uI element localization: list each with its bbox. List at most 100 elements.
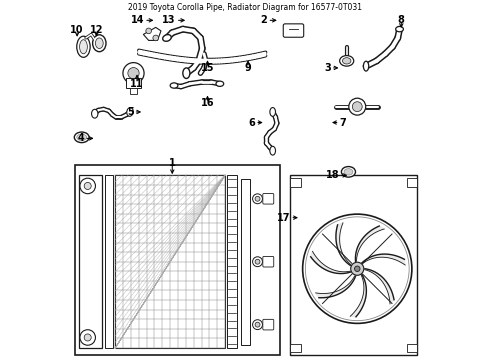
Circle shape xyxy=(252,320,262,329)
Polygon shape xyxy=(195,59,198,63)
Text: 9: 9 xyxy=(244,63,251,73)
Polygon shape xyxy=(162,55,164,59)
Bar xyxy=(290,175,416,355)
Polygon shape xyxy=(183,58,185,62)
Ellipse shape xyxy=(342,58,350,64)
Ellipse shape xyxy=(216,81,223,86)
Circle shape xyxy=(153,35,158,41)
Bar xyxy=(290,178,300,186)
Polygon shape xyxy=(175,57,177,61)
Polygon shape xyxy=(203,59,205,63)
Ellipse shape xyxy=(348,98,365,115)
Circle shape xyxy=(255,322,260,327)
Ellipse shape xyxy=(352,102,362,112)
Text: 14: 14 xyxy=(130,15,144,25)
Polygon shape xyxy=(231,58,234,62)
Bar xyxy=(75,165,279,355)
Ellipse shape xyxy=(126,108,133,116)
Polygon shape xyxy=(157,54,159,58)
Circle shape xyxy=(127,68,139,79)
Polygon shape xyxy=(226,59,229,62)
Polygon shape xyxy=(260,53,263,57)
Text: 1: 1 xyxy=(168,158,175,168)
Polygon shape xyxy=(143,27,161,40)
Text: 8: 8 xyxy=(397,15,404,25)
Polygon shape xyxy=(143,51,146,55)
Polygon shape xyxy=(177,57,180,61)
Polygon shape xyxy=(249,55,252,59)
Polygon shape xyxy=(242,57,244,60)
Polygon shape xyxy=(255,54,257,58)
Polygon shape xyxy=(310,251,350,274)
Polygon shape xyxy=(216,59,219,63)
Text: 10: 10 xyxy=(70,25,84,35)
Circle shape xyxy=(305,217,408,321)
Polygon shape xyxy=(257,53,260,58)
Polygon shape xyxy=(151,53,154,57)
Polygon shape xyxy=(263,52,265,57)
Circle shape xyxy=(302,214,411,323)
Polygon shape xyxy=(180,58,183,62)
Text: 13: 13 xyxy=(162,15,175,25)
Text: 2019 Toyota Corolla Pipe, Radiator Diagram for 16577-0T031: 2019 Toyota Corolla Pipe, Radiator Diagr… xyxy=(127,3,361,12)
Polygon shape xyxy=(364,269,393,304)
Polygon shape xyxy=(159,54,162,58)
Polygon shape xyxy=(219,59,221,63)
Text: 12: 12 xyxy=(90,25,103,35)
Bar xyxy=(226,175,236,348)
Polygon shape xyxy=(208,59,211,63)
Text: 16: 16 xyxy=(201,98,214,108)
Circle shape xyxy=(252,194,262,204)
Bar xyxy=(130,88,137,94)
Polygon shape xyxy=(149,52,151,57)
FancyBboxPatch shape xyxy=(262,193,273,204)
Ellipse shape xyxy=(269,108,275,116)
Polygon shape xyxy=(172,57,175,60)
Bar xyxy=(290,344,300,352)
Polygon shape xyxy=(361,254,405,265)
Text: 7: 7 xyxy=(339,117,346,127)
Text: 18: 18 xyxy=(325,170,339,180)
Ellipse shape xyxy=(163,35,171,41)
Ellipse shape xyxy=(91,109,98,118)
Polygon shape xyxy=(185,58,187,62)
Polygon shape xyxy=(198,59,201,63)
Ellipse shape xyxy=(77,134,86,140)
Polygon shape xyxy=(224,59,226,63)
Ellipse shape xyxy=(74,132,89,143)
Ellipse shape xyxy=(395,27,403,32)
FancyBboxPatch shape xyxy=(262,319,273,330)
Text: 5: 5 xyxy=(126,107,133,117)
Polygon shape xyxy=(167,56,169,60)
Polygon shape xyxy=(146,52,149,56)
Polygon shape xyxy=(190,59,193,62)
Bar xyxy=(79,175,102,348)
Text: 4: 4 xyxy=(77,133,84,143)
Polygon shape xyxy=(193,59,195,63)
Ellipse shape xyxy=(80,40,87,54)
Circle shape xyxy=(350,262,363,275)
Ellipse shape xyxy=(170,83,178,88)
Circle shape xyxy=(84,334,91,341)
Circle shape xyxy=(84,183,91,189)
Bar xyxy=(125,78,141,88)
Polygon shape xyxy=(349,275,366,317)
Polygon shape xyxy=(229,58,231,62)
Polygon shape xyxy=(234,58,237,62)
Polygon shape xyxy=(201,59,203,63)
Polygon shape xyxy=(355,226,384,261)
Polygon shape xyxy=(237,57,239,61)
Circle shape xyxy=(80,178,95,194)
Ellipse shape xyxy=(92,35,106,52)
Polygon shape xyxy=(164,55,167,59)
Bar xyxy=(406,344,416,352)
Text: 3: 3 xyxy=(324,63,330,73)
Polygon shape xyxy=(187,58,190,62)
Ellipse shape xyxy=(183,68,189,78)
Polygon shape xyxy=(141,51,143,55)
Text: 17: 17 xyxy=(276,213,290,222)
Bar xyxy=(115,175,224,348)
Polygon shape xyxy=(315,276,355,298)
Bar xyxy=(406,178,416,186)
Circle shape xyxy=(252,257,262,267)
